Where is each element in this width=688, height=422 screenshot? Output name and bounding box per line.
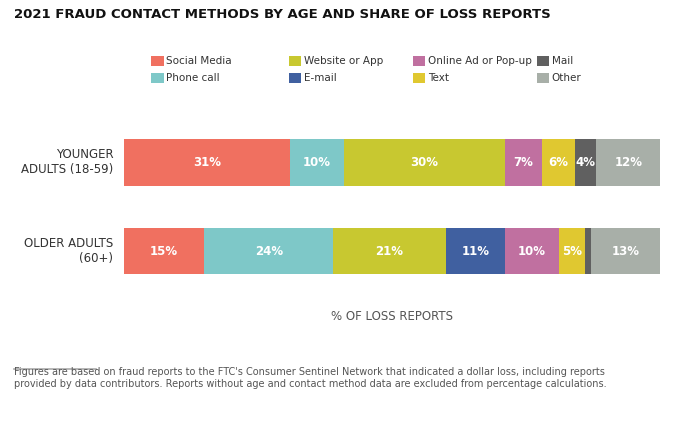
Text: 24%: 24% [255, 245, 283, 257]
Bar [446, 228, 505, 274]
Text: 4%: 4% [575, 156, 595, 169]
Text: 30%: 30% [410, 156, 438, 169]
Bar [585, 228, 591, 274]
Text: 2021 FRAUD CONTACT METHODS BY AGE AND SHARE OF LOSS REPORTS: 2021 FRAUD CONTACT METHODS BY AGE AND SH… [14, 8, 550, 22]
Text: Social Media: Social Media [166, 56, 232, 66]
Bar [596, 139, 660, 186]
Bar [333, 228, 446, 274]
Text: 15%: 15% [150, 245, 178, 257]
Bar [290, 139, 344, 186]
Bar [542, 139, 574, 186]
Text: Website or App: Website or App [304, 56, 383, 66]
Text: Phone call: Phone call [166, 73, 220, 83]
Text: Text: Text [428, 73, 449, 83]
Text: Mail: Mail [552, 56, 573, 66]
Bar [574, 139, 596, 186]
Bar [204, 228, 333, 274]
Text: Online Ad or Pop-up: Online Ad or Pop-up [428, 56, 532, 66]
Text: % OF LOSS REPORTS: % OF LOSS REPORTS [331, 310, 453, 323]
Bar [344, 139, 505, 186]
Text: 21%: 21% [376, 245, 403, 257]
Bar [559, 228, 585, 274]
Text: E-mail: E-mail [304, 73, 337, 83]
Text: Other: Other [552, 73, 581, 83]
Text: 5%: 5% [562, 245, 582, 257]
Text: 10%: 10% [517, 245, 546, 257]
Bar [505, 228, 559, 274]
Bar [505, 139, 542, 186]
Text: Figures are based on fraud reports to the FTC's Consumer Sentinel Network that i: Figures are based on fraud reports to th… [14, 367, 606, 389]
Text: 6%: 6% [548, 156, 568, 169]
Text: 7%: 7% [514, 156, 534, 169]
Text: 31%: 31% [193, 156, 221, 169]
Bar [124, 228, 204, 274]
Bar [124, 139, 290, 186]
Text: 11%: 11% [462, 245, 489, 257]
Text: 12%: 12% [614, 156, 643, 169]
Bar [591, 228, 660, 274]
Text: 13%: 13% [612, 245, 640, 257]
Text: 10%: 10% [303, 156, 331, 169]
